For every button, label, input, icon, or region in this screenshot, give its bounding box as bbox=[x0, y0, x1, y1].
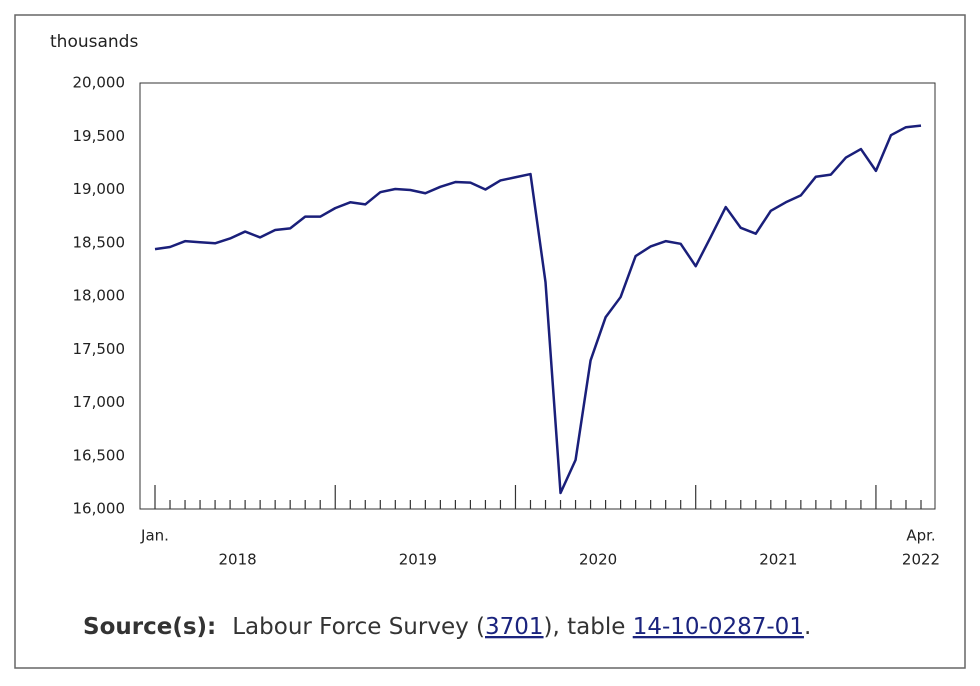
source-label: Source(s): bbox=[83, 614, 216, 640]
source: Source(s): Labour Force Survey (3701), ta… bbox=[83, 614, 811, 640]
survey-link[interactable]: 3701 bbox=[485, 614, 544, 640]
y-tick-label: 16,000 bbox=[73, 500, 126, 518]
year-label: 2019 bbox=[399, 551, 437, 569]
frame bbox=[14, 14, 966, 669]
source-text: Labour Force Survey ( bbox=[232, 614, 485, 640]
year-label: 2020 bbox=[579, 551, 617, 569]
y-tick-label: 17,000 bbox=[73, 393, 126, 411]
y-tick-label: 20,000 bbox=[73, 74, 126, 92]
year-label: 2021 bbox=[759, 551, 797, 569]
y-tick-label: 16,500 bbox=[73, 446, 126, 464]
x-tick-label: Apr. bbox=[906, 527, 935, 545]
y-tick-label: 18,500 bbox=[73, 233, 126, 251]
y-tick-label: 17,500 bbox=[73, 340, 126, 358]
line bbox=[154, 124, 922, 495]
y-tick-label: 18,000 bbox=[73, 287, 126, 305]
x-tick-label: Jan. bbox=[140, 527, 169, 545]
source-text: ), table bbox=[544, 614, 633, 640]
table-link[interactable]: 14-10-0287-01 bbox=[633, 614, 804, 640]
year-label: 2018 bbox=[219, 551, 257, 569]
y-axis-label: thousands bbox=[50, 32, 138, 52]
y-tick-label: 19,000 bbox=[73, 180, 126, 198]
plot-area bbox=[139, 82, 936, 510]
y-tick-label: 19,500 bbox=[73, 127, 126, 145]
year-label: 2022 bbox=[902, 551, 940, 569]
source-text: . bbox=[804, 614, 811, 640]
